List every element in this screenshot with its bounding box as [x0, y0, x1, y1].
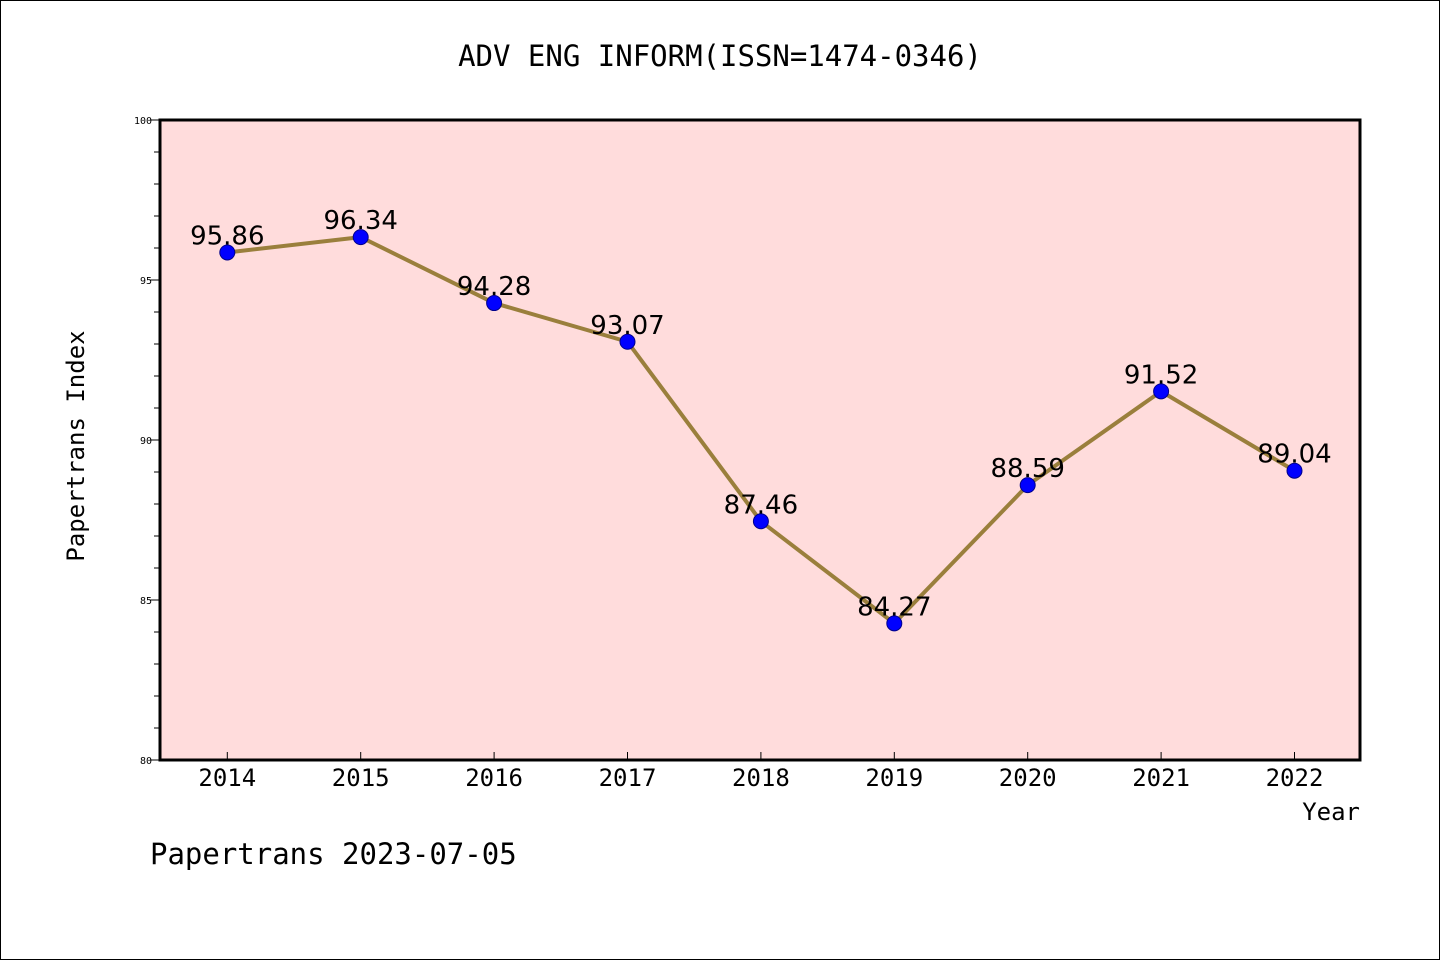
x-tick-label: 2015: [332, 764, 390, 792]
data-label: 87.46: [724, 490, 798, 520]
data-point-marker: [886, 615, 903, 632]
x-tick-label: 2020: [999, 764, 1057, 792]
x-tick-label: 2014: [198, 764, 256, 792]
plot-area: [160, 120, 1360, 760]
y-tick-label: 80: [140, 756, 152, 767]
data-point-marker: [352, 229, 369, 246]
data-markers: [219, 229, 1303, 632]
x-tick-label: 2022: [1266, 764, 1324, 792]
x-tick-label: 2017: [599, 764, 657, 792]
data-label: 96.34: [323, 206, 397, 236]
footer-credit: Papertrans 2023-07-05: [150, 837, 517, 871]
data-label: 93.07: [590, 311, 664, 341]
x-axis: 2014 2015 2016 2017 2018 2019 2020 2021 2022: [198, 752, 1323, 792]
plot-border: [158, 118, 1362, 762]
x-tick-label: 2019: [865, 764, 923, 792]
data-label: 88.59: [990, 454, 1064, 484]
y-axis-label: Papertrans Index: [62, 330, 90, 561]
y-tick-label: 95: [140, 276, 152, 287]
data-label: 89.04: [1257, 440, 1331, 470]
data-point-marker: [752, 513, 769, 530]
data-point-marker: [1286, 462, 1303, 479]
y-tick-label: 85: [140, 596, 152, 607]
x-tick-label: 2018: [732, 764, 790, 792]
data-point-marker: [219, 244, 236, 261]
x-tick-label: 2016: [465, 764, 523, 792]
data-point-marker: [1019, 477, 1036, 494]
x-axis-label: Year: [1302, 798, 1360, 826]
y-tick-label: 100: [134, 116, 152, 127]
y-tick-label: 90: [140, 436, 152, 447]
data-point-marker: [486, 295, 503, 312]
y-axis: 80 85 90 95 100: [134, 116, 160, 767]
data-label: 84.27: [857, 592, 931, 622]
data-label: 94.28: [457, 272, 531, 302]
data-label: 91.52: [1124, 360, 1198, 390]
x-tick-label: 2021: [1132, 764, 1190, 792]
data-label: 95.86: [190, 221, 264, 251]
chart-title: ADV ENG INFORM(ISSN=1474-0346): [458, 39, 982, 73]
data-labels: 95.86 96.34 94.28 93.07 87.46 84.27 88.59 91.52…: [190, 206, 1332, 622]
data-point-marker: [619, 333, 636, 350]
data-point-marker: [1153, 383, 1170, 400]
